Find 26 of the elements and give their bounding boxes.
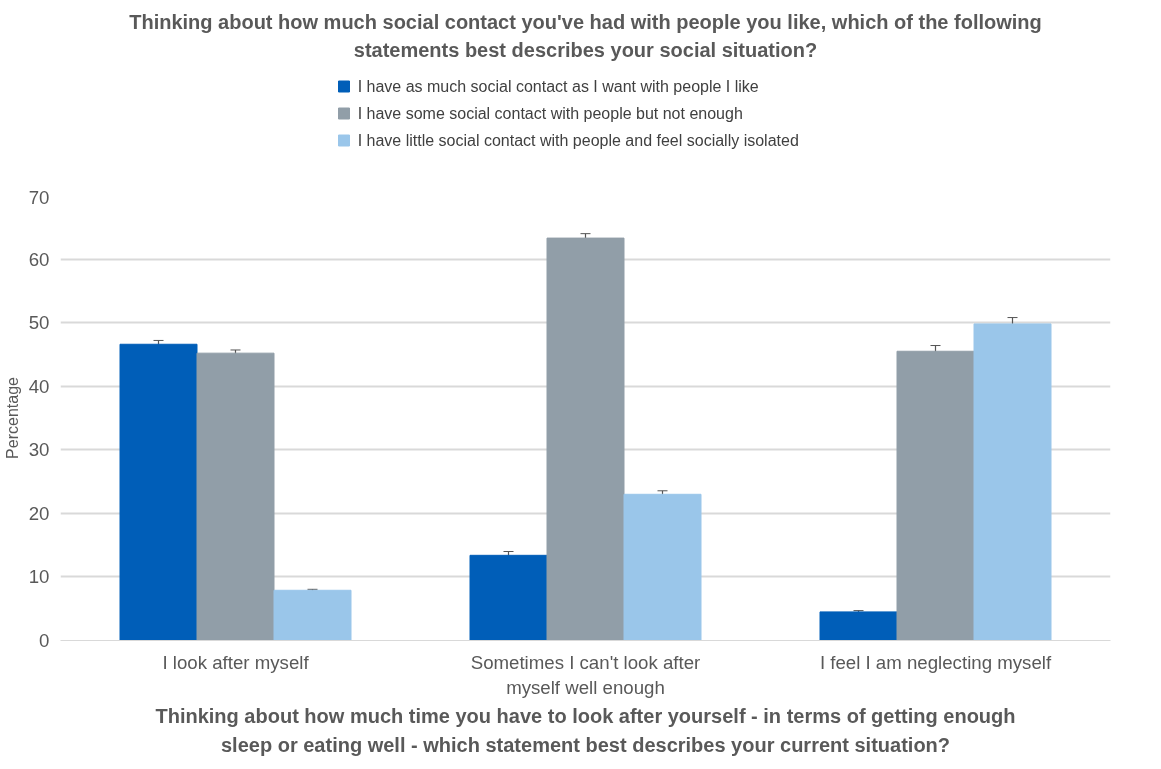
y-tick-label: 10 xyxy=(28,566,50,588)
y-tick-label: 70 xyxy=(28,186,50,208)
bar xyxy=(623,493,702,641)
y-tick-label: 0 xyxy=(39,630,50,651)
bar xyxy=(546,237,625,641)
y-tick-label: 30 xyxy=(28,439,50,461)
y-tick-label: 40 xyxy=(28,375,50,397)
bar xyxy=(819,611,898,641)
bar xyxy=(469,554,548,641)
bar xyxy=(119,343,198,641)
legend-label: I have as much social contact as I want with people I like xyxy=(357,78,759,95)
y-tick-label: 20 xyxy=(28,502,50,524)
y-axis-title: Percentage xyxy=(3,376,21,459)
chart-title: Thinking about how much social contact you've had with people you like, which of the following statements best describes your social situation? xyxy=(129,10,1042,62)
x-axis-title: Thinking about how much time you have to look after yourself - in terms of getting enough sleep or eating well - which statement best describes your current situation? xyxy=(155,705,1016,756)
x-tick-label: I feel I am neglecting myself xyxy=(819,651,1052,673)
x-tick-label: Sometimes I can't look after myself well enough xyxy=(470,651,701,698)
y-tick-label: 50 xyxy=(28,312,50,334)
legend-label: I have little social contact with people and feel socially isolated xyxy=(357,132,799,149)
x-tick-label: I look after myself xyxy=(162,651,310,673)
bar xyxy=(896,350,975,641)
legend-label: I have some social contact with people but not enough xyxy=(357,105,743,122)
y-tick-label: 60 xyxy=(28,248,50,270)
bar xyxy=(273,589,352,641)
bar xyxy=(196,352,275,641)
bar xyxy=(973,323,1052,641)
